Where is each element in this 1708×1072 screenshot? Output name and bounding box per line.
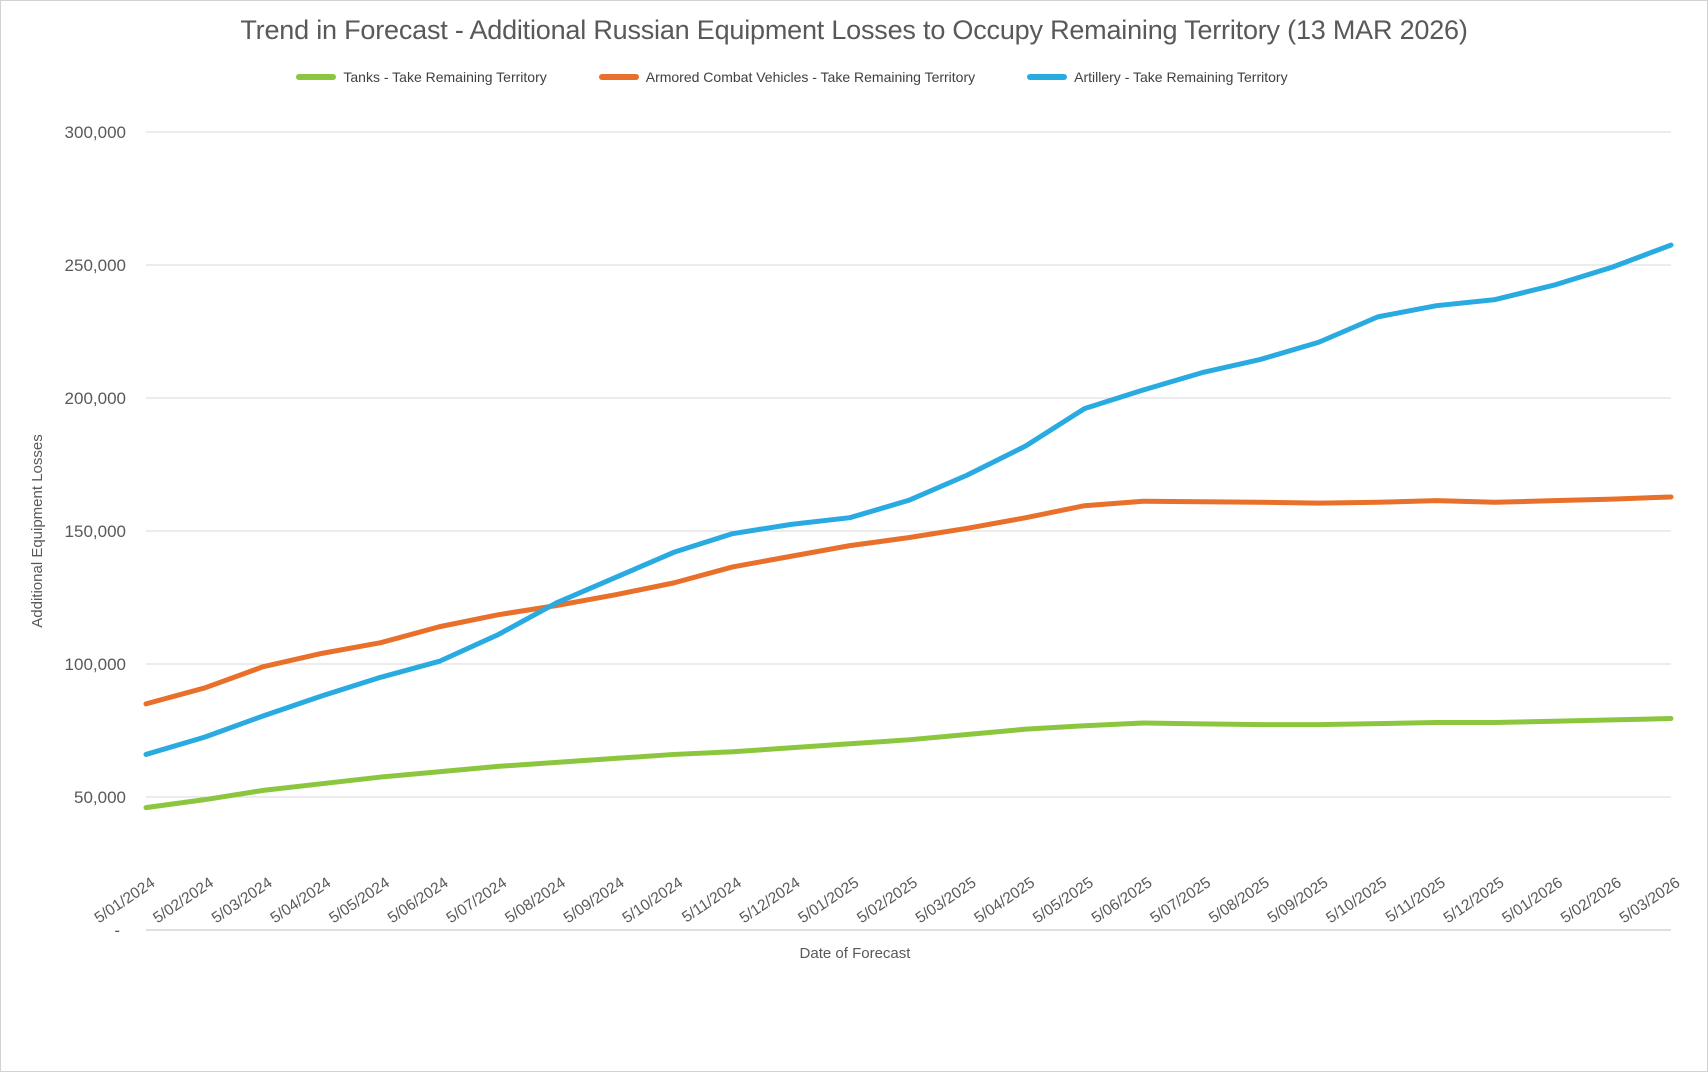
x-axis-label: 5/01/2026 (1499, 874, 1566, 927)
x-axis-label: 5/02/2025 (854, 874, 921, 927)
x-axis-label: 5/11/2025 (1383, 874, 1449, 926)
x-axis-label: 5/05/2025 (1030, 874, 1097, 927)
x-axis-label: 5/12/2024 (737, 874, 804, 927)
x-axis-label: 5/03/2025 (913, 874, 980, 927)
x-axis-label: 5/06/2024 (385, 874, 452, 927)
x-axis-title: Date of Forecast (800, 945, 912, 962)
series-line-0 (143, 716, 1674, 811)
y-axis-label: 300,000 (65, 123, 126, 142)
x-axis-label: 5/10/2025 (1323, 874, 1390, 927)
y-axis-label: 50,000 (74, 788, 126, 807)
gridlines (146, 131, 1671, 931)
legend-item-label: Artillery - Take Remaining Territory (1074, 69, 1288, 85)
y-axis-label: 250,000 (65, 256, 126, 275)
y-axis-label: 200,000 (65, 389, 126, 408)
legend: Tanks - Take Remaining Territory Armored … (1, 69, 1645, 85)
legend-item-1: Armored Combat Vehicles - Take Remaining… (598, 69, 976, 85)
x-axis-label: 5/05/2024 (326, 874, 393, 927)
y-axis-label: 150,000 (65, 522, 126, 541)
x-axis-label: 5/09/2025 (1265, 874, 1332, 927)
x-axis-label: 5/01/2024 (92, 874, 159, 927)
legend-swatch-icon (296, 74, 337, 80)
x-axis-tick-labels: 5/01/20245/02/20245/03/20245/04/20245/05… (92, 874, 1684, 927)
x-axis-label: 5/08/2024 (502, 874, 569, 927)
legend-item-0: Tanks - Take Remaining Territory (296, 69, 547, 85)
legend-swatch-icon (598, 74, 639, 80)
x-axis-label: 5/03/2024 (209, 874, 276, 927)
series-lines (143, 242, 1674, 811)
y-axis-title: Additional Equipment Losses (29, 434, 46, 627)
legend-item-label: Tanks - Take Remaining Territory (343, 69, 547, 85)
x-axis-label: 5/10/2024 (619, 874, 686, 927)
x-axis-label: 5/08/2025 (1206, 874, 1273, 927)
x-axis-label: 5/09/2024 (561, 874, 628, 927)
x-axis-label: 5/01/2025 (795, 874, 862, 927)
x-axis-label: 5/07/2025 (1147, 874, 1214, 927)
chart-title: Trend in Forecast - Additional Russian E… (240, 15, 1468, 45)
legend-swatch-icon (1027, 74, 1068, 80)
series-line-1 (143, 494, 1674, 707)
y-axis-label: - (114, 921, 120, 940)
x-axis-label: 5/07/2024 (443, 874, 510, 927)
x-axis-label: 5/11/2024 (679, 874, 745, 926)
y-axis-label: 100,000 (65, 655, 126, 674)
x-axis-label: 5/04/2025 (971, 874, 1038, 927)
x-axis-label: 5/03/2026 (1617, 874, 1684, 927)
series-line-2 (143, 242, 1674, 757)
x-axis-label: 5/12/2025 (1441, 874, 1508, 927)
x-axis-label: 5/02/2024 (150, 874, 217, 927)
x-axis-label: 5/04/2024 (268, 874, 335, 927)
x-axis-label: 5/02/2026 (1558, 874, 1625, 927)
legend-item-2: Artillery - Take Remaining Territory (1027, 69, 1288, 85)
y-axis-tick-labels: - 50,000 100,000 150,000 200,000 250,000 300,0… (65, 123, 126, 940)
legend-item-label: Armored Combat Vehicles - Take Remaining… (645, 69, 976, 85)
x-axis-label: 5/06/2025 (1089, 874, 1156, 927)
